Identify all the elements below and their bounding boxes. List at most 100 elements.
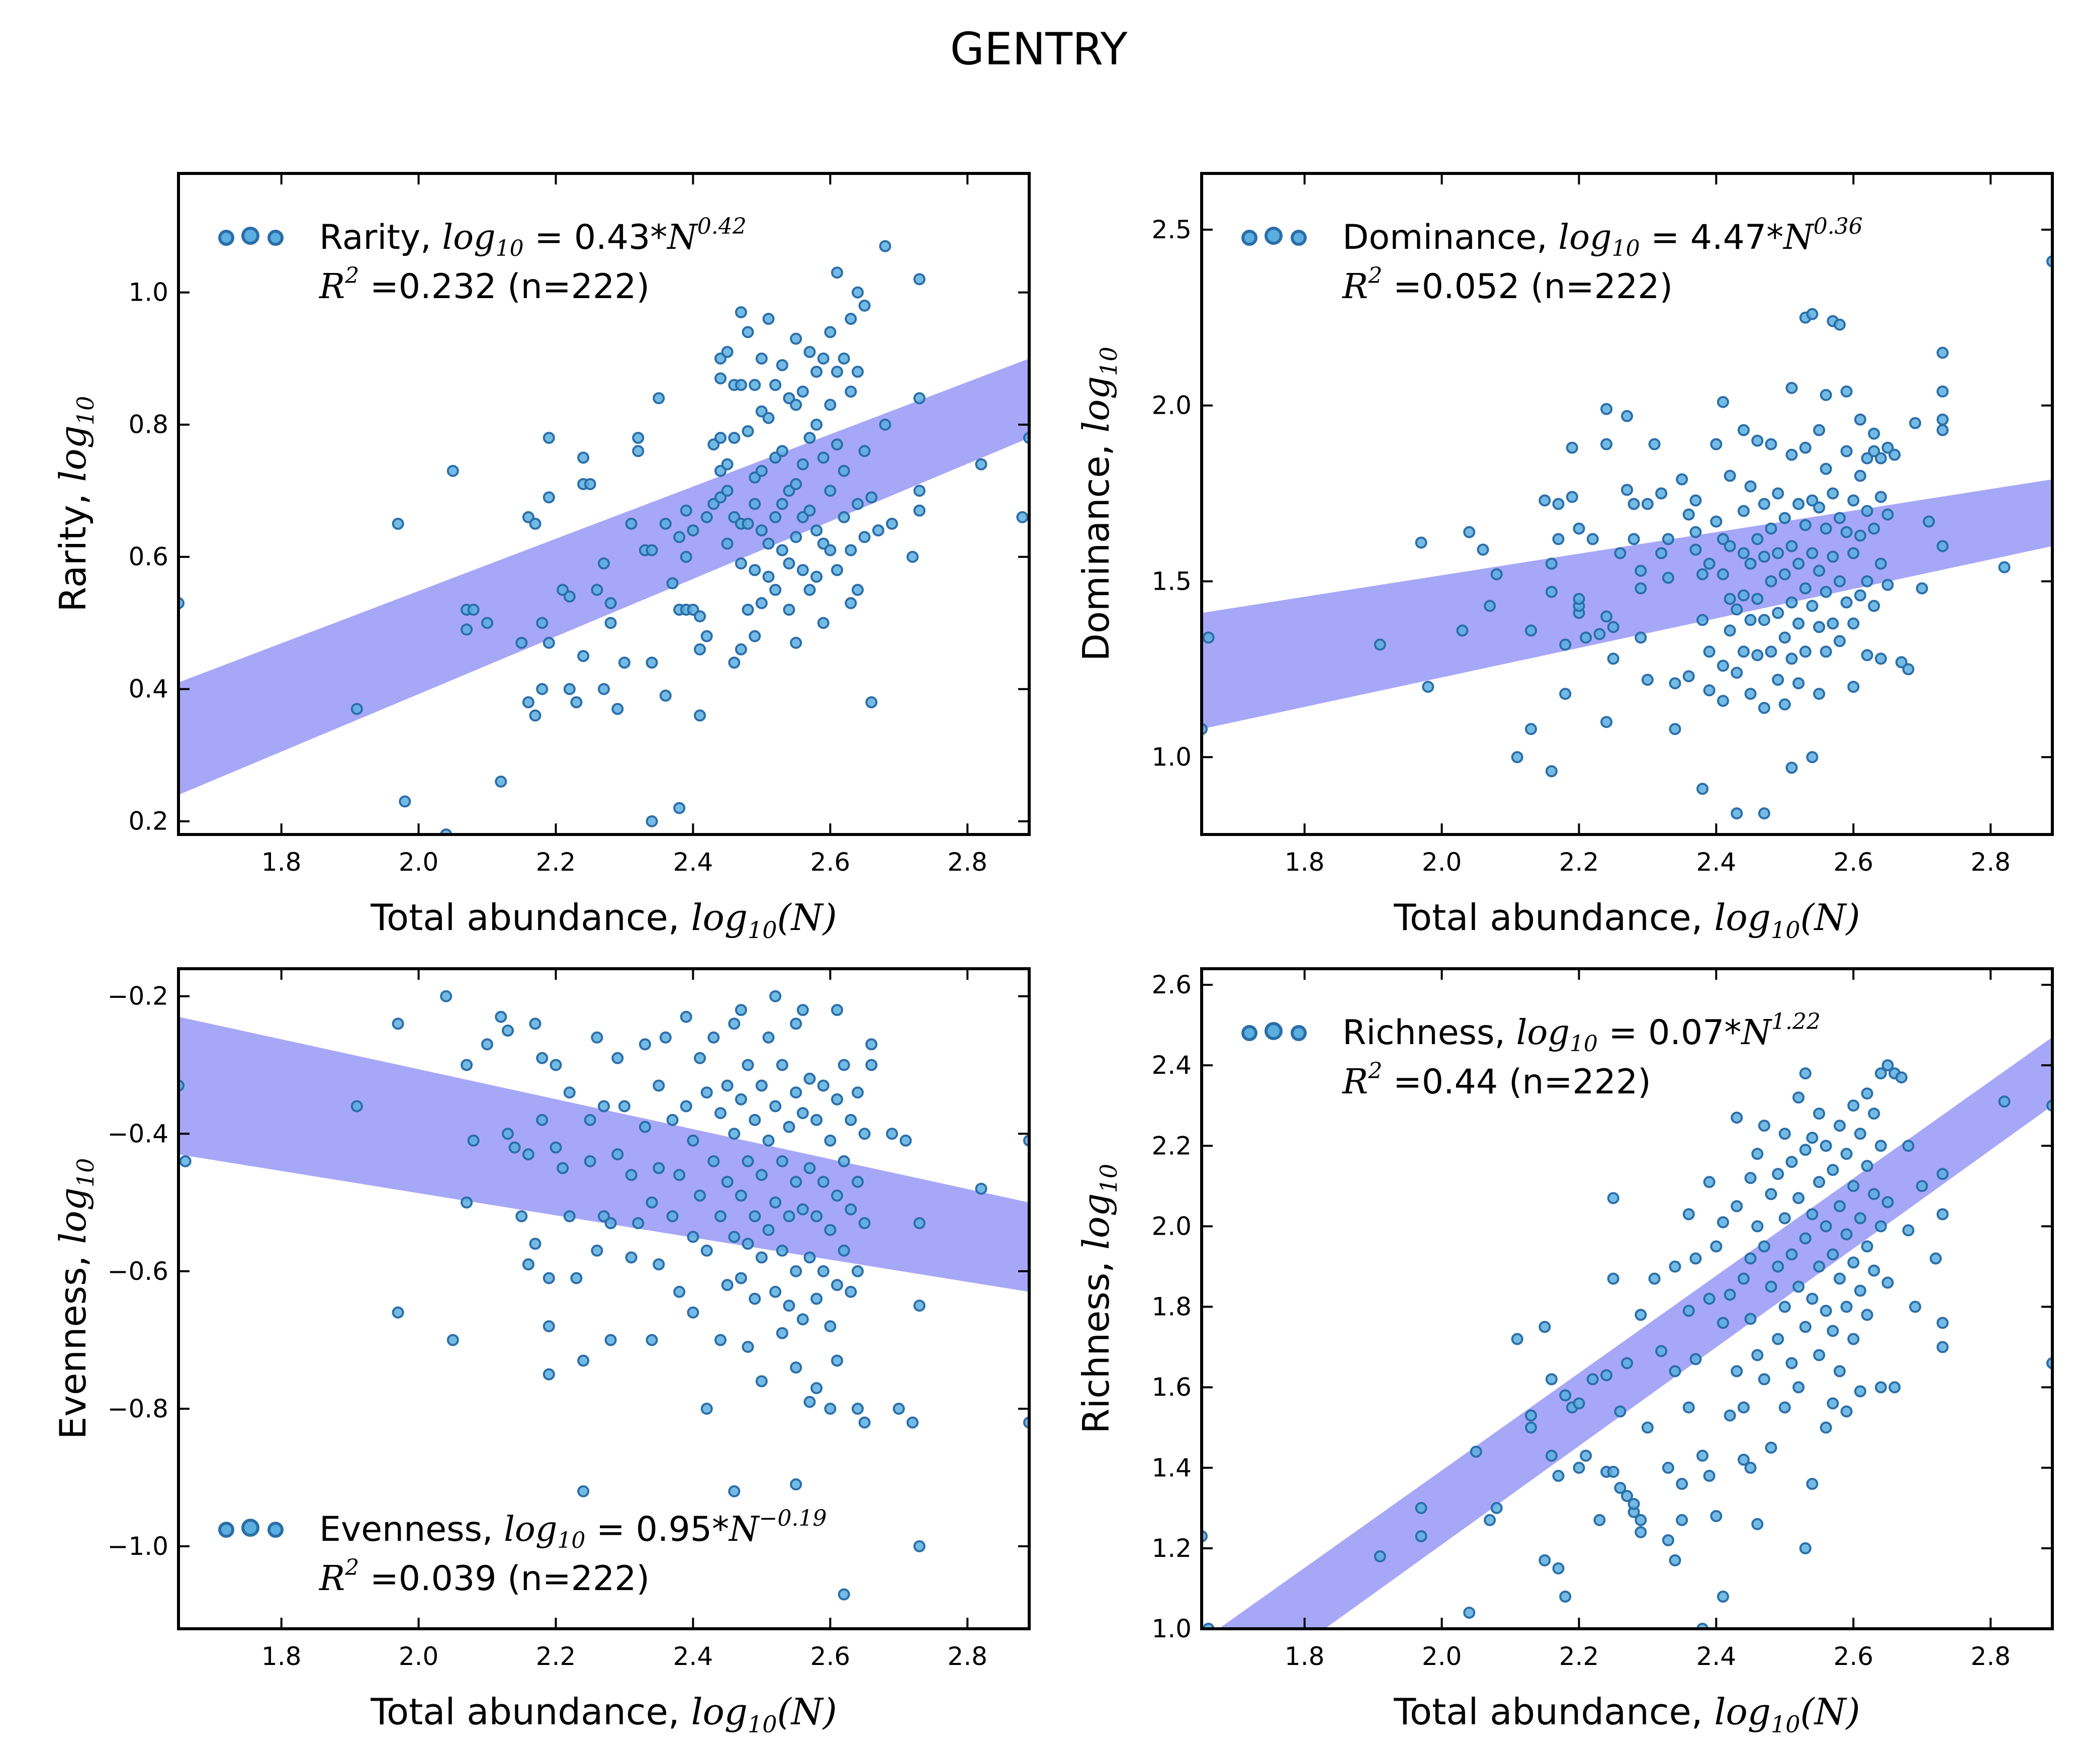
data-point <box>1738 1453 1750 1466</box>
data-point <box>1792 1192 1805 1204</box>
data-point <box>851 584 864 596</box>
data-point <box>1600 403 1613 415</box>
data-point <box>1573 1461 1585 1474</box>
data-point <box>1936 413 1949 426</box>
data-point <box>1641 1421 1654 1434</box>
data-point <box>604 1334 617 1346</box>
data-point <box>721 346 734 358</box>
data-point <box>845 1203 857 1216</box>
data-point <box>838 511 850 523</box>
data-point <box>721 485 734 497</box>
data-point <box>1778 1128 1791 1140</box>
data-point <box>1635 1514 1647 1526</box>
data-point <box>543 1320 555 1333</box>
data-point <box>1552 498 1565 510</box>
data-point <box>776 445 788 457</box>
data-point <box>762 1031 775 1044</box>
data-point <box>1916 1180 1928 1192</box>
data-point <box>1799 1067 1812 1080</box>
data-point <box>714 1334 727 1346</box>
data-point <box>762 571 775 583</box>
data-point <box>1785 382 1798 394</box>
data-point <box>810 571 823 583</box>
data-point <box>1669 1260 1681 1273</box>
data-point <box>1936 385 1949 398</box>
data-point <box>790 1478 802 1491</box>
data-point <box>1525 1421 1537 1434</box>
data-point <box>1676 473 1688 486</box>
data-point <box>1861 649 1873 662</box>
y-tick-label: 1.5 <box>1151 567 1192 596</box>
data-point <box>618 657 630 669</box>
data-point <box>879 418 891 431</box>
data-point <box>858 1416 871 1429</box>
data-point <box>1772 607 1784 619</box>
data-point <box>735 557 747 570</box>
data-point <box>1772 547 1784 560</box>
data-point <box>838 352 850 365</box>
data-point <box>1820 1220 1832 1233</box>
data-point <box>721 537 734 550</box>
data-point <box>1731 1200 1743 1213</box>
data-point <box>749 498 761 510</box>
data-point <box>1834 1120 1846 1132</box>
x-tick-label: 2.2 <box>536 1642 576 1671</box>
data-point <box>1525 1409 1537 1422</box>
data-point <box>1484 1514 1496 1526</box>
x-tick-label: 2.4 <box>1696 848 1737 877</box>
data-point <box>845 386 857 398</box>
data-point <box>1874 653 1887 665</box>
data-point <box>440 990 453 1002</box>
data-point <box>529 1017 541 1030</box>
data-point <box>646 544 658 556</box>
data-point <box>762 537 775 550</box>
data-point <box>700 1244 713 1257</box>
data-point <box>1820 645 1832 658</box>
data-point <box>769 584 782 596</box>
legend-marker <box>1264 227 1283 245</box>
data-point <box>1559 1389 1572 1402</box>
data-point <box>1689 1353 1702 1365</box>
x-axis-label: Total abundance, log10(N) <box>370 896 837 944</box>
data-point <box>625 1251 638 1264</box>
y-tick-label: 2.0 <box>1151 1212 1192 1241</box>
data-point <box>1463 1607 1476 1619</box>
data-point <box>680 504 692 517</box>
data-point <box>1552 1469 1565 1482</box>
data-point <box>1847 1256 1860 1269</box>
data-point <box>1813 1349 1826 1361</box>
data-point <box>1710 438 1723 450</box>
data-point <box>735 1093 747 1105</box>
data-point <box>1861 575 1873 588</box>
data-point <box>1772 674 1784 686</box>
data-point <box>742 1341 754 1353</box>
data-point <box>1847 617 1860 630</box>
data-point <box>1792 617 1805 630</box>
data-point <box>790 399 802 411</box>
y-tick-label: 0.2 <box>128 807 168 836</box>
data-point <box>584 478 596 490</box>
data-point <box>831 1354 843 1367</box>
data-point <box>1888 1381 1901 1394</box>
y-tick-label: 2.4 <box>1151 1051 1192 1080</box>
data-point <box>1806 1208 1819 1221</box>
data-point <box>1511 1333 1523 1345</box>
data-point <box>899 1134 912 1147</box>
data-point <box>755 597 768 609</box>
data-point <box>1525 624 1537 637</box>
y-tick-label: 2.6 <box>1151 970 1192 999</box>
data-point <box>1655 1345 1668 1357</box>
x-tick-label: 1.8 <box>261 848 302 877</box>
data-point <box>1758 1120 1770 1132</box>
data-point <box>1477 543 1489 556</box>
data-point <box>824 1403 837 1415</box>
data-point <box>1758 614 1770 626</box>
data-point <box>1703 684 1715 697</box>
data-point <box>1998 1095 2011 1108</box>
data-point <box>1874 1067 1887 1080</box>
data-point <box>1580 1449 1592 1462</box>
data-point <box>845 597 857 609</box>
data-point <box>646 1196 658 1209</box>
data-point <box>646 657 658 669</box>
data-point <box>1840 385 1853 398</box>
